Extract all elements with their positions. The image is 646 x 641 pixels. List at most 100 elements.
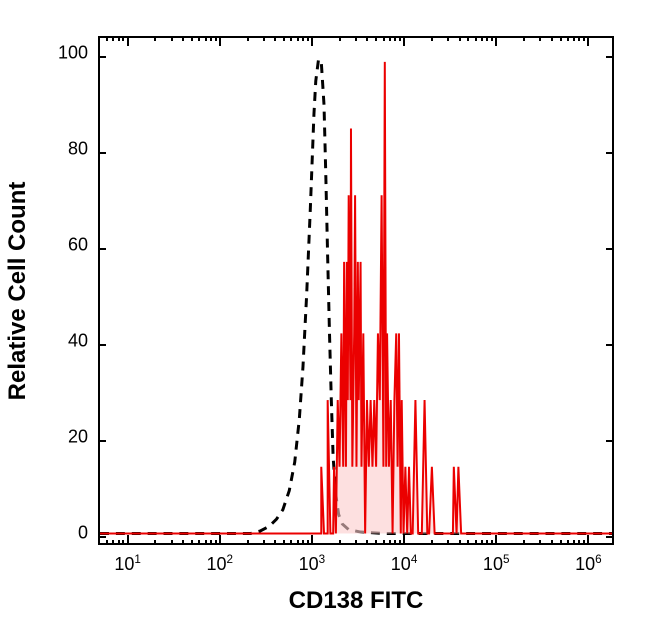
x-minor-tick: [205, 540, 207, 545]
x-minor-tick: [355, 540, 357, 545]
x-minor-tick: [307, 36, 309, 41]
x-tick-label: 103: [299, 553, 326, 575]
y-tick-label: 0: [78, 523, 88, 544]
x-minor-tick: [106, 540, 108, 545]
y-tick-mark: [606, 248, 614, 250]
x-minor-tick: [475, 36, 477, 41]
x-tick-mark: [403, 535, 405, 545]
x-minor-tick: [297, 36, 299, 41]
x-minor-tick: [467, 540, 469, 545]
x-minor-tick: [467, 36, 469, 41]
x-minor-tick: [154, 540, 156, 545]
y-tick-mark: [98, 440, 106, 442]
x-minor-tick: [481, 36, 483, 41]
x-minor-tick: [283, 540, 285, 545]
x-minor-tick: [583, 540, 585, 545]
x-tick-mark: [219, 535, 221, 545]
x-minor-tick: [118, 540, 120, 545]
x-minor-tick: [355, 36, 357, 41]
x-minor-tick: [171, 36, 173, 41]
x-minor-tick: [578, 36, 580, 41]
x-minor-tick: [551, 540, 553, 545]
x-minor-tick: [573, 540, 575, 545]
x-minor-tick: [375, 540, 377, 545]
x-minor-tick: [182, 540, 184, 545]
y-tick-label: 20: [68, 427, 88, 448]
x-minor-tick: [122, 36, 124, 41]
x-minor-tick: [112, 36, 114, 41]
x-tick-mark: [495, 535, 497, 545]
x-minor-tick: [459, 36, 461, 41]
x-minor-tick: [122, 540, 124, 545]
x-minor-tick: [283, 36, 285, 41]
y-tick-mark: [98, 56, 106, 58]
x-minor-tick: [389, 36, 391, 41]
x-tick-mark: [587, 36, 589, 46]
x-minor-tick: [307, 540, 309, 545]
x-minor-tick: [475, 540, 477, 545]
x-tick-label: 106: [575, 553, 602, 575]
x-minor-tick: [459, 540, 461, 545]
x-minor-tick: [191, 540, 193, 545]
x-minor-tick: [247, 540, 249, 545]
x-minor-tick: [383, 540, 385, 545]
x-minor-tick: [523, 36, 525, 41]
x-minor-tick: [567, 540, 569, 545]
y-tick-mark: [98, 152, 106, 154]
x-minor-tick: [210, 36, 212, 41]
y-tick-label: 80: [68, 139, 88, 160]
x-minor-tick: [481, 540, 483, 545]
x-tick-mark: [587, 535, 589, 545]
x-minor-tick: [171, 540, 173, 545]
y-tick-mark: [98, 248, 106, 250]
x-minor-tick: [389, 540, 391, 545]
y-tick-mark: [606, 344, 614, 346]
x-minor-tick: [302, 540, 304, 545]
y-tick-mark: [606, 536, 614, 538]
x-minor-tick: [447, 540, 449, 545]
x-minor-tick: [583, 36, 585, 41]
x-minor-tick: [191, 36, 193, 41]
x-minor-tick: [523, 540, 525, 545]
x-minor-tick: [394, 540, 396, 545]
x-minor-tick: [447, 36, 449, 41]
series-sample-line: [100, 62, 612, 534]
x-minor-tick: [118, 36, 120, 41]
x-minor-tick: [573, 36, 575, 41]
x-minor-tick: [560, 540, 562, 545]
x-minor-tick: [567, 36, 569, 41]
y-tick-label: 40: [68, 331, 88, 352]
x-minor-tick: [290, 36, 292, 41]
y-tick-label: 100: [58, 43, 88, 64]
x-tick-mark: [311, 535, 313, 545]
x-tick-mark: [495, 36, 497, 46]
x-minor-tick: [399, 540, 401, 545]
y-tick-mark: [98, 344, 106, 346]
y-tick-mark: [606, 56, 614, 58]
x-minor-tick: [431, 36, 433, 41]
x-minor-tick: [339, 36, 341, 41]
x-minor-tick: [106, 36, 108, 41]
x-minor-tick: [205, 36, 207, 41]
x-minor-tick: [302, 36, 304, 41]
x-minor-tick: [491, 540, 493, 545]
y-axis-label: Relative Cell Count: [4, 181, 32, 400]
x-minor-tick: [290, 540, 292, 545]
x-minor-tick: [560, 36, 562, 41]
x-minor-tick: [215, 540, 217, 545]
x-minor-tick: [366, 540, 368, 545]
x-tick-label: 104: [391, 553, 418, 575]
x-tick-mark: [127, 535, 129, 545]
x-axis-label: CD138 FITC: [289, 587, 424, 615]
x-minor-tick: [210, 540, 212, 545]
histogram-figure: 020406080100101102103104105106 Relative …: [0, 0, 646, 641]
x-tick-mark: [311, 36, 313, 46]
x-minor-tick: [297, 540, 299, 545]
x-minor-tick: [491, 36, 493, 41]
x-tick-mark: [219, 36, 221, 46]
x-minor-tick: [399, 36, 401, 41]
x-minor-tick: [578, 540, 580, 545]
x-tick-label: 105: [483, 553, 510, 575]
x-minor-tick: [274, 540, 276, 545]
x-minor-tick: [112, 540, 114, 545]
